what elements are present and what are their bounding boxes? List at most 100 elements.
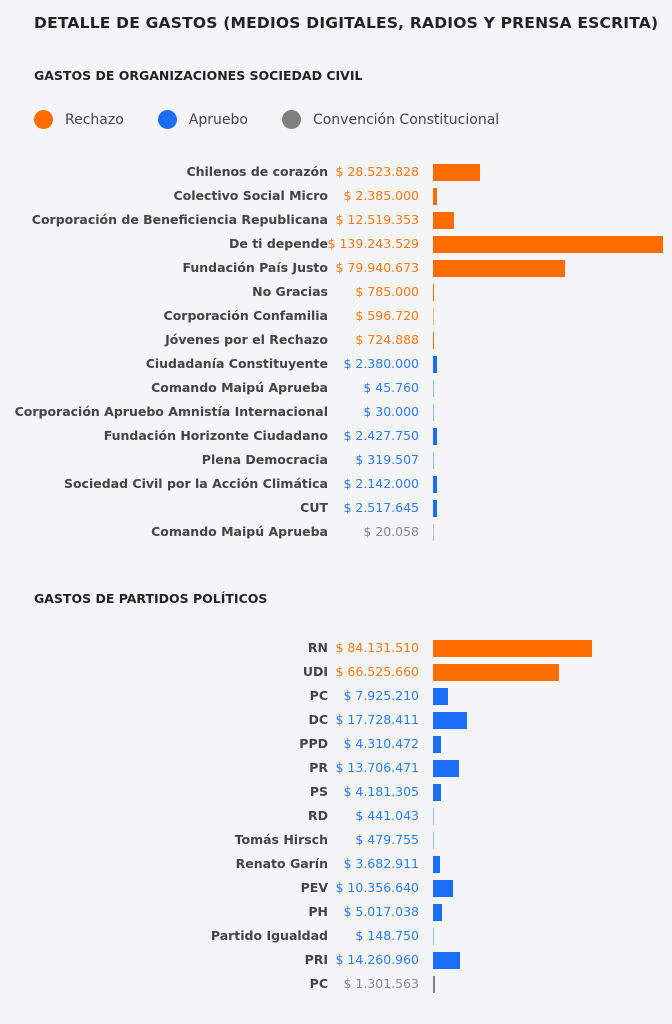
category-label: Chilenos de corazón — [186, 164, 328, 179]
bar-row: Renato Garín $ 3.682.911 — [0, 853, 672, 877]
category-label: Sociedad Civil por la Acción Climática — [63, 476, 328, 491]
legend-item-apruebo: Apruebo — [157, 110, 248, 129]
bar — [433, 476, 437, 493]
category-label: Jóvenes por el Rechazo — [165, 332, 328, 347]
bar — [433, 332, 435, 349]
bar-row: Jóvenes por el Rechazo $ 724.888 — [0, 329, 672, 353]
bar — [433, 952, 460, 969]
value-label: $ 1.301.563 — [343, 976, 419, 991]
bar — [433, 380, 434, 397]
category-label: PH — [308, 904, 328, 919]
category-label: No Gracias — [252, 284, 328, 299]
value-label: $ 724.888 — [355, 332, 419, 347]
bar-row: Sociedad Civil por la Acción Climática $ … — [0, 473, 672, 497]
category-label: Comando Maipú Aprueba — [151, 524, 328, 539]
bar — [433, 640, 592, 657]
value-label: $ 139.243.529 — [327, 236, 419, 251]
bar — [433, 452, 434, 469]
bar-row: PH $ 5.017.038 — [0, 901, 672, 925]
category-label: Fundación Horizonte Ciudadano — [103, 428, 328, 443]
bar — [433, 404, 434, 421]
value-label: $ 28.523.828 — [335, 164, 420, 179]
category-label: Tomás Hirsch — [234, 832, 328, 847]
legend: Rechazo Apruebo Convención Constituciona… — [34, 110, 533, 129]
category-label: PC — [309, 976, 328, 991]
value-label: $ 7.925.210 — [343, 688, 419, 703]
bar-row: PEV $ 10.356.640 — [0, 877, 672, 901]
bar-row: UDI $ 66.525.660 — [0, 661, 672, 685]
legend-item-convencion: Convención Constitucional — [281, 110, 499, 129]
value-label: $ 2.142.000 — [343, 476, 419, 491]
category-label: Corporación Apruebo Amnistía Internacion… — [14, 404, 328, 419]
category-label: RD — [307, 808, 328, 823]
value-label: $ 30.000 — [363, 404, 419, 419]
bar — [433, 976, 436, 993]
category-label: RN — [307, 640, 328, 655]
value-label: $ 479.755 — [355, 832, 419, 847]
category-label: Comando Maipú Aprueba — [151, 380, 328, 395]
value-label: $ 3.682.911 — [343, 856, 419, 871]
value-label: $ 45.760 — [363, 380, 419, 395]
legend-dot — [34, 110, 53, 129]
bar — [433, 688, 448, 705]
category-label: Colectivo Social Micro — [173, 188, 328, 203]
category-label: Ciudadanía Constituyente — [145, 356, 328, 371]
category-label: PPD — [299, 736, 328, 751]
bar-row: Partido Igualdad $ 148.750 — [0, 925, 672, 949]
bar — [433, 212, 454, 229]
value-label: $ 148.750 — [355, 928, 419, 943]
value-label: $ 10.356.640 — [335, 880, 420, 895]
bar — [433, 164, 481, 181]
bar — [433, 712, 467, 729]
bar-row: No Gracias $ 785.000 — [0, 281, 672, 305]
bar-row: PRI $ 14.260.960 — [0, 949, 672, 973]
bar-row: PPD $ 4.310.472 — [0, 733, 672, 757]
category-label: Renato Garín — [235, 856, 328, 871]
value-label: $ 20.058 — [363, 524, 419, 539]
bar-row: Corporación de Beneficiencia Republicana… — [0, 209, 672, 233]
bar-row: Corporación Apruebo Amnistía Internacion… — [0, 401, 672, 425]
bar — [433, 784, 441, 801]
value-label: $ 12.519.353 — [335, 212, 420, 227]
value-label: $ 5.017.038 — [343, 904, 419, 919]
bar-row: Comando Maipú Aprueba $ 45.760 — [0, 377, 672, 401]
bar-row: PC $ 1.301.563 — [0, 973, 672, 997]
bar — [433, 260, 566, 277]
bar — [433, 928, 434, 945]
category-label: PS — [309, 784, 328, 799]
bar — [433, 428, 437, 445]
category-label: PRI — [304, 952, 328, 967]
category-label: PEV — [300, 880, 328, 895]
bar — [433, 356, 437, 373]
value-label: $ 785.000 — [355, 284, 419, 299]
value-label: $ 66.525.660 — [335, 664, 420, 679]
bar-row: Fundación Horizonte Ciudadano $ 2.427.750 — [0, 425, 672, 449]
category-label: Plena Democracia — [201, 452, 328, 467]
category-label: CUT — [300, 500, 328, 515]
category-label: Corporación de Beneficiencia Republicana — [31, 212, 328, 227]
bar-row: Chilenos de corazón $ 28.523.828 — [0, 161, 672, 185]
bar-row: Colectivo Social Micro $ 2.385.000 — [0, 185, 672, 209]
bar — [433, 736, 442, 753]
bar-row: Comando Maipú Aprueba $ 20.058 — [0, 521, 672, 545]
bar-row: CUT $ 2.517.645 — [0, 497, 672, 521]
bar-row: Tomás Hirsch $ 479.755 — [0, 829, 672, 853]
section-title-organizaciones: GASTOS DE ORGANIZACIONES SOCIEDAD CIVIL — [34, 68, 363, 83]
value-label: $ 13.706.471 — [335, 760, 420, 775]
legend-dot — [281, 110, 301, 129]
category-label: UDI — [302, 664, 328, 679]
bar — [433, 856, 440, 873]
bar — [433, 904, 443, 921]
bar-row: Corporación Confamilia $ 596.720 — [0, 305, 672, 329]
bar-row: RN $ 84.131.510 — [0, 637, 672, 661]
bar — [433, 760, 459, 777]
bar — [433, 880, 453, 897]
category-label: PC — [309, 688, 328, 703]
category-label: PR — [309, 760, 328, 775]
bar — [433, 236, 663, 253]
legend-item-rechazo: Rechazo — [34, 110, 124, 129]
value-label: $ 84.131.510 — [335, 640, 420, 655]
value-label: $ 2.380.000 — [343, 356, 419, 371]
bar-row: Plena Democracia $ 319.507 — [0, 449, 672, 473]
bar-row: RD $ 441.043 — [0, 805, 672, 829]
